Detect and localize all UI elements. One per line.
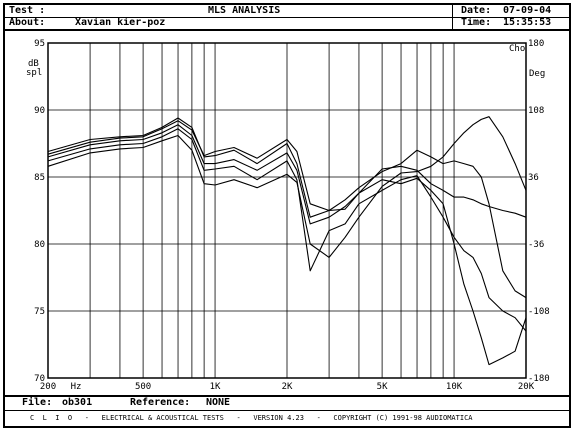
footer-divider-1 — [3, 395, 571, 397]
y2-tick-label: 108 — [528, 106, 544, 116]
time-value: 15:35:53 — [503, 17, 552, 28]
x-tick-label: Hz — [71, 382, 82, 392]
file-label: File: — [22, 397, 53, 408]
header-vertical-divider — [452, 3, 453, 31]
about-label: About: — [9, 17, 46, 28]
x-tick-label: 500 — [135, 382, 151, 392]
y2-axis-label-line1: Cho — [509, 44, 525, 54]
response-curve-5 — [47, 124, 527, 225]
y-tick-label: 75 — [34, 307, 45, 317]
y-tick-label: 90 — [34, 106, 45, 116]
x-tick-label: 2K — [282, 382, 293, 392]
chart-grid — [48, 43, 526, 378]
y-axis-label-line1: dB — [28, 59, 39, 69]
header-divider-2 — [3, 29, 571, 31]
reference-value: NONE — [206, 397, 231, 408]
header-divider-1 — [3, 17, 571, 18]
y-tick-label: 85 — [34, 173, 45, 183]
x-tick-label: 200 — [40, 382, 56, 392]
plot-area-border — [47, 42, 527, 379]
reference-label: Reference: — [130, 397, 191, 408]
y2-tick-label: -180 — [528, 374, 550, 384]
y2-tick-label: 180 — [528, 39, 544, 49]
y-tick-label: 80 — [34, 240, 45, 250]
chart-curves — [47, 116, 527, 366]
footer-banner: C L I O - ELECTRICAL & ACOUSTICAL TESTS … — [30, 414, 473, 422]
response-curve-3 — [47, 117, 527, 299]
y2-axis-label-line2: Deg — [529, 69, 545, 79]
test-label: Test : — [9, 5, 46, 16]
y2-tick-label: -108 — [528, 307, 550, 317]
y2-tick-label: 36 — [528, 173, 539, 183]
date-label: Date: — [461, 5, 492, 16]
x-tick-label: 20K — [518, 382, 535, 392]
y2-tick-label: -36 — [528, 240, 544, 250]
file-value: ob301 — [62, 397, 93, 408]
response-curve-2 — [47, 128, 527, 332]
time-label: Time: — [461, 17, 492, 28]
date-value: 07-09-04 — [503, 5, 552, 16]
x-tick-label: 1K — [210, 382, 221, 392]
footer-divider-2 — [3, 410, 571, 411]
about-value: Xavian kier-poz — [75, 17, 166, 28]
y-tick-label: 95 — [34, 39, 45, 49]
response-curve-1 — [47, 120, 527, 366]
chart-title: MLS ANALYSIS — [208, 5, 281, 16]
y-tick-label: 70 — [34, 374, 45, 384]
chart-labels: 200 Hz 500 1K 2K 5K 10K 20K 95 90 85 80 75 70 180 108 36… — [26, 39, 550, 392]
x-tick-label: 10K — [446, 382, 463, 392]
y-axis-label-line2: spl — [26, 68, 42, 78]
x-tick-label: 5K — [377, 382, 388, 392]
response-curve-4 — [47, 116, 527, 258]
header: Test : MLS ANALYSIS Date: 07-09-04 About… — [3, 3, 571, 31]
